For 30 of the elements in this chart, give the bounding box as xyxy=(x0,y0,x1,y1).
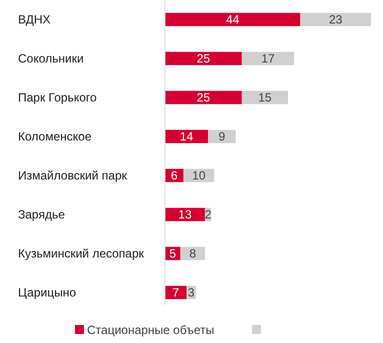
data-label: 8 xyxy=(189,246,196,261)
data-label: 7 xyxy=(172,286,180,300)
y-tick-label: Царицыно xyxy=(18,286,76,300)
bar xyxy=(165,12,300,26)
y-tick-label: Парк Горького xyxy=(18,90,98,105)
data-label: 9 xyxy=(218,130,226,144)
data-label: 25 xyxy=(196,52,210,66)
y-tick-label: Кузьминский лесопарк xyxy=(18,246,145,261)
data-label: 44 xyxy=(226,12,240,27)
y-tick-label: ВДНХ xyxy=(18,12,51,27)
data-label: 17 xyxy=(261,52,275,66)
data-label: 10 xyxy=(192,168,206,183)
data-label: 6 xyxy=(170,168,178,183)
y-tick-label: Зарядье xyxy=(18,208,66,222)
bar xyxy=(165,52,242,66)
bar xyxy=(165,90,242,104)
data-label: 2 xyxy=(204,208,212,222)
data-label: 14 xyxy=(180,130,194,144)
y-tick-label: Измайловский парк xyxy=(18,168,128,183)
data-label: 3 xyxy=(188,286,195,300)
legend-label: Стационарные объеты xyxy=(87,323,214,338)
data-label: 13 xyxy=(178,208,192,222)
bar xyxy=(242,52,294,66)
data-label: 5 xyxy=(169,246,176,261)
y-tick-label: Коломенское xyxy=(18,130,92,144)
data-label: 25 xyxy=(196,90,210,105)
y-tick-label: Сокольники xyxy=(18,52,84,66)
data-label: 23 xyxy=(328,12,343,27)
data-label: 15 xyxy=(258,90,272,105)
bar xyxy=(300,12,371,26)
